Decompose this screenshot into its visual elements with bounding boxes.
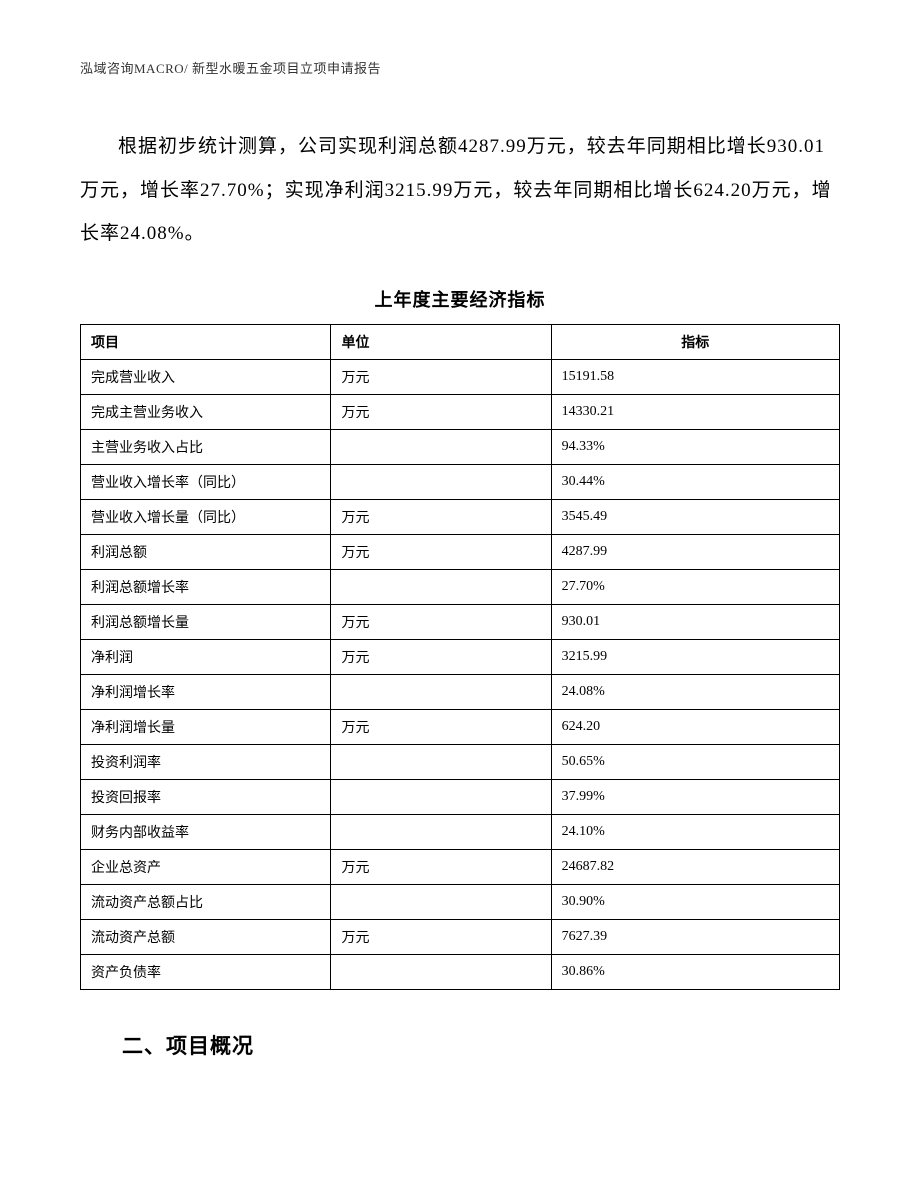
- cell-unit: 万元: [331, 395, 551, 430]
- column-header-unit: 单位: [331, 325, 551, 360]
- cell-unit: [331, 815, 551, 850]
- cell-item: 完成主营业务收入: [81, 395, 331, 430]
- table-row: 流动资产总额万元7627.39: [81, 920, 840, 955]
- cell-unit: 万元: [331, 920, 551, 955]
- cell-item: 投资利润率: [81, 745, 331, 780]
- cell-item: 主营业务收入占比: [81, 430, 331, 465]
- table-row: 资产负债率 30.86%: [81, 955, 840, 990]
- cell-indicator: 27.70%: [551, 570, 839, 605]
- cell-unit: 万元: [331, 710, 551, 745]
- cell-indicator: 15191.58: [551, 360, 839, 395]
- table-row: 流动资产总额占比 30.90%: [81, 885, 840, 920]
- table-body: 完成营业收入万元15191.58 完成主营业务收入万元14330.21 主营业务…: [81, 360, 840, 990]
- table-row: 投资利润率 50.65%: [81, 745, 840, 780]
- cell-unit: [331, 570, 551, 605]
- cell-indicator: 37.99%: [551, 780, 839, 815]
- cell-indicator: 50.65%: [551, 745, 839, 780]
- cell-item: 利润总额: [81, 535, 331, 570]
- column-header-indicator: 指标: [551, 325, 839, 360]
- summary-paragraph: 根据初步统计测算，公司实现利润总额4287.99万元，较去年同期相比增长930.…: [80, 125, 840, 256]
- table-row: 财务内部收益率 24.10%: [81, 815, 840, 850]
- cell-item: 完成营业收入: [81, 360, 331, 395]
- table-title: 上年度主要经济指标: [80, 286, 840, 312]
- table-row: 完成营业收入万元15191.58: [81, 360, 840, 395]
- cell-item: 利润总额增长率: [81, 570, 331, 605]
- table-row: 净利润增长量万元624.20: [81, 710, 840, 745]
- cell-unit: 万元: [331, 605, 551, 640]
- cell-indicator: 30.44%: [551, 465, 839, 500]
- table-row: 营业收入增长量（同比）万元3545.49: [81, 500, 840, 535]
- cell-unit: [331, 885, 551, 920]
- cell-indicator: 24.10%: [551, 815, 839, 850]
- cell-item: 投资回报率: [81, 780, 331, 815]
- economic-indicators-table: 项目 单位 指标 完成营业收入万元15191.58 完成主营业务收入万元1433…: [80, 324, 840, 990]
- table-row: 营业收入增长率（同比） 30.44%: [81, 465, 840, 500]
- cell-indicator: 24687.82: [551, 850, 839, 885]
- cell-indicator: 30.90%: [551, 885, 839, 920]
- table-row: 利润总额增长量万元930.01: [81, 605, 840, 640]
- cell-item: 利润总额增长量: [81, 605, 331, 640]
- cell-unit: 万元: [331, 360, 551, 395]
- cell-indicator: 624.20: [551, 710, 839, 745]
- cell-unit: [331, 675, 551, 710]
- cell-item: 企业总资产: [81, 850, 331, 885]
- cell-item: 营业收入增长量（同比）: [81, 500, 331, 535]
- table-row: 利润总额万元4287.99: [81, 535, 840, 570]
- column-header-item: 项目: [81, 325, 331, 360]
- cell-unit: 万元: [331, 535, 551, 570]
- cell-item: 净利润: [81, 640, 331, 675]
- cell-indicator: 14330.21: [551, 395, 839, 430]
- cell-indicator: 3545.49: [551, 500, 839, 535]
- cell-unit: [331, 465, 551, 500]
- cell-item: 流动资产总额占比: [81, 885, 331, 920]
- cell-item: 流动资产总额: [81, 920, 331, 955]
- cell-item: 营业收入增长率（同比）: [81, 465, 331, 500]
- cell-indicator: 7627.39: [551, 920, 839, 955]
- cell-indicator: 94.33%: [551, 430, 839, 465]
- cell-indicator: 24.08%: [551, 675, 839, 710]
- page-header: 泓域咨询MACRO/ 新型水暖五金项目立项申请报告: [80, 58, 381, 77]
- cell-indicator: 30.86%: [551, 955, 839, 990]
- table-row: 完成主营业务收入万元14330.21: [81, 395, 840, 430]
- cell-indicator: 930.01: [551, 605, 839, 640]
- cell-indicator: 3215.99: [551, 640, 839, 675]
- table-row: 净利润增长率 24.08%: [81, 675, 840, 710]
- cell-item: 财务内部收益率: [81, 815, 331, 850]
- table-row: 净利润万元3215.99: [81, 640, 840, 675]
- cell-item: 净利润增长量: [81, 710, 331, 745]
- cell-unit: 万元: [331, 850, 551, 885]
- table-row: 投资回报率 37.99%: [81, 780, 840, 815]
- table-row: 利润总额增长率 27.70%: [81, 570, 840, 605]
- cell-unit: [331, 430, 551, 465]
- cell-unit: 万元: [331, 640, 551, 675]
- cell-item: 资产负债率: [81, 955, 331, 990]
- table-header-row: 项目 单位 指标: [81, 325, 840, 360]
- cell-unit: 万元: [331, 500, 551, 535]
- cell-unit: [331, 780, 551, 815]
- cell-indicator: 4287.99: [551, 535, 839, 570]
- table-row: 主营业务收入占比 94.33%: [81, 430, 840, 465]
- cell-item: 净利润增长率: [81, 675, 331, 710]
- cell-unit: [331, 955, 551, 990]
- section-heading: 二、项目概况: [80, 1030, 840, 1060]
- table-row: 企业总资产万元24687.82: [81, 850, 840, 885]
- cell-unit: [331, 745, 551, 780]
- document-content: 根据初步统计测算，公司实现利润总额4287.99万元，较去年同期相比增长930.…: [0, 0, 920, 1060]
